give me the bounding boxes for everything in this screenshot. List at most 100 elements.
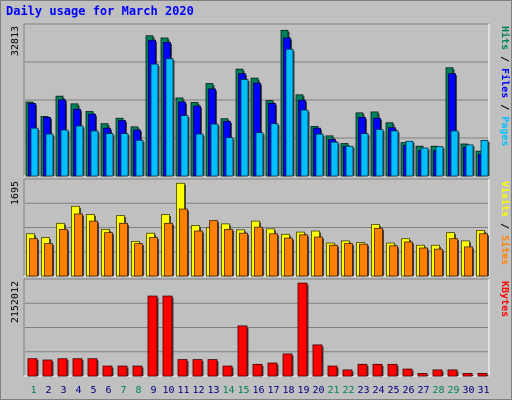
pages-bar-4	[75, 125, 84, 177]
kbytes-bar-6	[102, 365, 113, 377]
sites-bar-31	[479, 233, 488, 277]
x-tick-label-19: 19	[297, 385, 309, 396]
pages-bar-13	[210, 123, 219, 177]
visits-sites-legend-visits: Visits	[499, 181, 511, 217]
pages-bar-9	[150, 63, 159, 177]
x-tick-label-17: 17	[267, 385, 279, 396]
pages-bar-17	[270, 123, 279, 177]
kbytes-bar-30	[462, 373, 473, 377]
pages-bar-7	[120, 133, 129, 177]
x-tick-label-29: 29	[447, 385, 459, 396]
kbytes-bar-28	[432, 369, 443, 377]
pages-bar-11	[180, 115, 189, 177]
kbytes-bar-25	[387, 363, 398, 377]
pages-bar-25	[390, 130, 399, 177]
x-tick-label-26: 26	[402, 385, 414, 396]
sites-bar-14	[224, 228, 233, 277]
kbytes-bar-2	[42, 359, 53, 377]
kbytes-bar-4	[72, 358, 83, 377]
sites-bar-20	[314, 236, 323, 277]
kbytes-bar-5	[87, 358, 98, 377]
sites-bar-3	[59, 228, 68, 277]
kbytes-bar-1	[27, 358, 38, 377]
sites-bar-9	[149, 237, 158, 277]
kbytes-bar-22	[342, 369, 353, 377]
pages-bar-5	[90, 130, 99, 177]
kbytes-bar-20	[312, 344, 323, 377]
kbytes-bar-16	[252, 363, 263, 377]
x-tick-label-16: 16	[252, 385, 264, 396]
hits-files-pages-ymax-label: 32813	[10, 26, 21, 56]
sites-bar-6	[104, 232, 113, 277]
pages-bar-10	[165, 58, 174, 177]
kbytes-bar-9	[147, 295, 158, 377]
sites-bar-10	[164, 222, 173, 277]
x-tick-label-20: 20	[312, 385, 324, 396]
pages-bar-16	[255, 132, 264, 177]
kbytes-legend-title: KBytes	[499, 281, 510, 317]
pages-bar-28	[435, 146, 444, 177]
kbytes-bar-27	[417, 373, 428, 377]
kbytes-bar-21	[327, 365, 338, 377]
sites-bar-4	[74, 213, 83, 277]
pages-bar-21	[330, 141, 339, 177]
visits-sites-legend-title: Visits / Sites	[499, 181, 511, 265]
kbytes-bar-15	[237, 325, 248, 377]
kbytes-bar-23	[357, 363, 368, 377]
visits-sites-legend-separator: /	[499, 217, 510, 235]
sites-bar-8	[134, 243, 143, 277]
kbytes-bar-29	[447, 369, 458, 377]
x-tick-label-4: 4	[75, 385, 81, 396]
x-tick-label-1: 1	[30, 385, 36, 396]
sites-bar-2	[44, 243, 53, 277]
x-tick-label-12: 12	[192, 385, 204, 396]
x-tick-label-24: 24	[372, 385, 384, 396]
kbytes-bar-19	[297, 282, 308, 377]
sites-bar-30	[464, 246, 473, 277]
hits-files-pages-legend-title: Hits / Files / Pages	[499, 26, 511, 146]
sites-bar-27	[419, 247, 428, 277]
pages-bar-14	[225, 137, 234, 177]
pages-bar-8	[135, 139, 144, 177]
sites-bar-24	[374, 227, 383, 277]
pages-bar-3	[60, 129, 69, 177]
sites-bar-11	[179, 208, 188, 277]
x-tick-label-30: 30	[462, 385, 474, 396]
sites-bar-7	[119, 222, 128, 277]
sites-bar-29	[449, 238, 458, 277]
pages-bar-30	[465, 144, 474, 177]
kbytes-legend-kbytes: KBytes	[499, 281, 510, 317]
x-tick-label-21: 21	[327, 385, 339, 396]
sites-bar-13	[209, 220, 218, 277]
x-tick-label-2: 2	[45, 385, 51, 396]
hits-files-pages-legend-separator: /	[499, 98, 510, 116]
chart-title: Daily usage for March 2020	[6, 4, 194, 18]
kbytes-bar-24	[372, 363, 383, 377]
pages-bar-20	[315, 133, 324, 177]
x-tick-label-5: 5	[90, 385, 96, 396]
kbytes-bar-10	[162, 295, 173, 377]
sites-bar-1	[29, 238, 38, 277]
x-tick-label-28: 28	[432, 385, 444, 396]
kbytes-bar-13	[207, 359, 218, 377]
kbytes-bar-26	[402, 368, 413, 377]
sites-bar-28	[434, 248, 443, 277]
pages-bar-19	[300, 109, 309, 177]
kbytes-bar-31	[477, 373, 488, 377]
x-tick-label-7: 7	[120, 385, 126, 396]
sites-bar-16	[254, 226, 263, 277]
kbytes-ymax-label: 2152012	[10, 281, 21, 323]
kbytes-bar-18	[282, 353, 293, 377]
kbytes-bar-3	[57, 358, 68, 377]
sites-bar-12	[194, 230, 203, 277]
hits-files-pages-legend-files: Files	[499, 68, 511, 98]
hits-files-pages-legend-pages: Pages	[499, 116, 510, 146]
sites-bar-18	[284, 237, 293, 277]
kbytes-bar-17	[267, 362, 278, 377]
x-tick-label-3: 3	[60, 385, 66, 396]
x-tick-label-9: 9	[150, 385, 156, 396]
pages-bar-24	[375, 129, 384, 177]
x-tick-label-13: 13	[207, 385, 219, 396]
kbytes-bar-14	[222, 365, 233, 377]
sites-bar-15	[239, 232, 248, 277]
